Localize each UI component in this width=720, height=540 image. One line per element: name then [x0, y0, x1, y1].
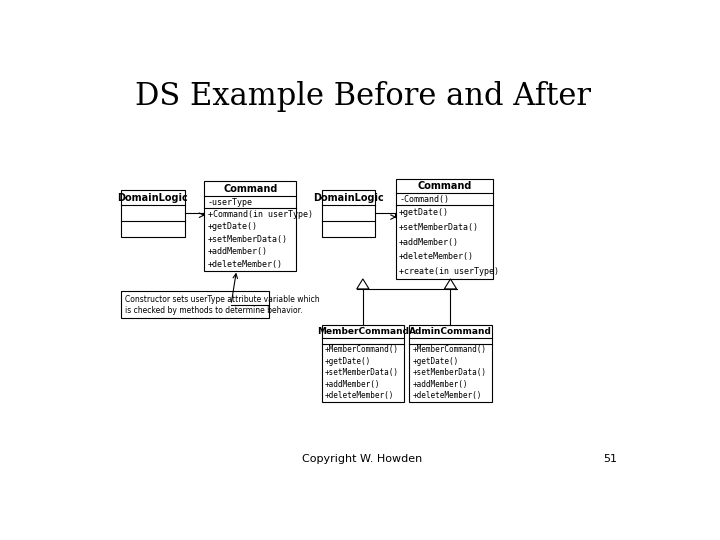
- Bar: [409, 325, 492, 402]
- Bar: [322, 190, 374, 238]
- Text: +deleteMember(): +deleteMember(): [208, 260, 283, 269]
- Text: DomainLogic: DomainLogic: [312, 192, 384, 202]
- Text: +getDate(): +getDate(): [208, 222, 258, 231]
- Text: +setMemberData(): +setMemberData(): [413, 368, 487, 377]
- Bar: [121, 292, 269, 319]
- Text: DS Example Before and After: DS Example Before and After: [135, 82, 590, 112]
- Text: +getDate(): +getDate(): [413, 357, 459, 366]
- Text: +setMemberData(): +setMemberData(): [208, 235, 288, 244]
- Bar: [322, 325, 404, 402]
- Polygon shape: [356, 279, 369, 289]
- Text: +deleteMember(): +deleteMember(): [325, 392, 395, 400]
- Bar: [121, 190, 185, 238]
- Text: Command: Command: [223, 184, 278, 194]
- Bar: [396, 179, 493, 279]
- Text: +getDate(): +getDate(): [399, 208, 449, 217]
- Text: +deleteMember(): +deleteMember(): [399, 252, 474, 261]
- Text: Command: Command: [418, 181, 472, 191]
- Text: +addMember(): +addMember(): [399, 238, 459, 247]
- Bar: [204, 181, 297, 271]
- Text: Copyright W. Howden: Copyright W. Howden: [302, 454, 423, 464]
- Text: +addMember(): +addMember(): [325, 380, 380, 389]
- Text: -Command(): -Command(): [399, 194, 449, 204]
- Text: DomainLogic: DomainLogic: [117, 192, 188, 202]
- Polygon shape: [444, 279, 456, 289]
- Text: +deleteMember(): +deleteMember(): [413, 392, 482, 400]
- Text: AdminCommand: AdminCommand: [409, 327, 492, 336]
- Text: +MemberCommand(): +MemberCommand(): [325, 345, 399, 354]
- Text: +addMember(): +addMember(): [208, 247, 268, 256]
- Text: +setMemberData(): +setMemberData(): [325, 368, 399, 377]
- Text: +getDate(): +getDate(): [325, 357, 372, 366]
- Text: -userType: -userType: [208, 198, 253, 207]
- Text: +setMemberData(): +setMemberData(): [399, 222, 479, 232]
- Text: Constructor sets userType attribute variable which
is checked by methods to dete: Constructor sets userType attribute vari…: [125, 295, 320, 315]
- Text: +addMember(): +addMember(): [413, 380, 468, 389]
- Text: MemberCommand: MemberCommand: [317, 327, 409, 336]
- Text: +create(in userType): +create(in userType): [399, 267, 499, 276]
- Text: +MemberCommand(): +MemberCommand(): [413, 345, 487, 354]
- Text: 51: 51: [603, 454, 617, 464]
- Text: +Command(in userType): +Command(in userType): [208, 210, 312, 219]
